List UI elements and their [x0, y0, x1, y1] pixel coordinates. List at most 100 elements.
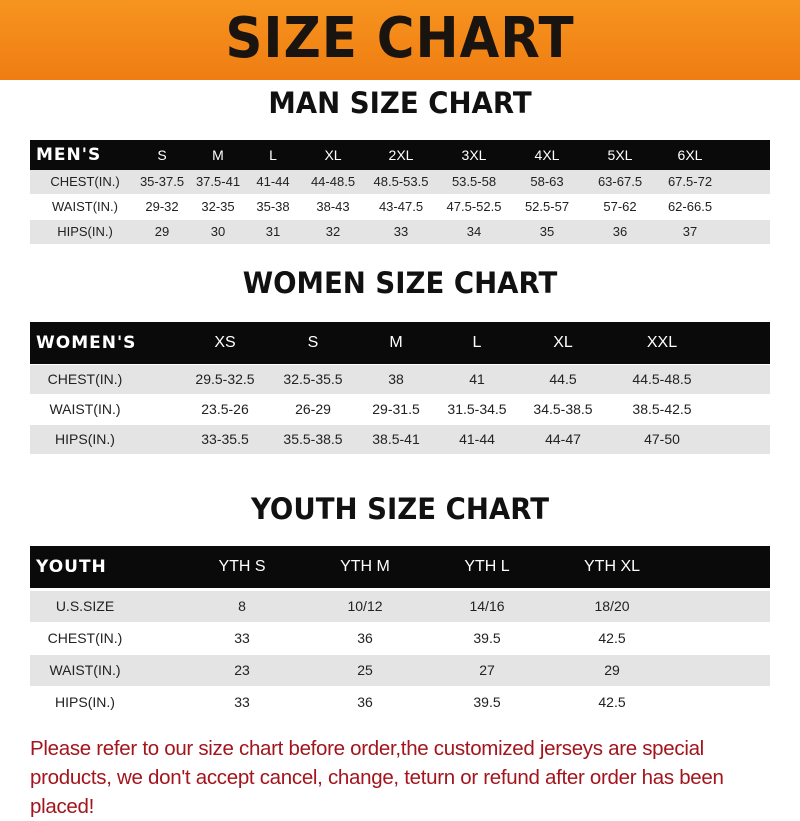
size-column-header: YTH L — [464, 558, 510, 575]
size-column-header: XL — [324, 147, 342, 163]
table-cell: 31.5-34.5 — [447, 401, 507, 417]
table-cell: 44-48.5 — [310, 174, 356, 189]
table-cell: 38 — [388, 371, 404, 387]
table-cell: 26-29 — [295, 401, 331, 417]
size-column-header: M — [389, 334, 403, 351]
table-cell: 37 — [682, 224, 698, 239]
table-cell: 29 — [604, 662, 620, 678]
table-row: HIPS(IN.) 29 30 31 32 33 34 35 36 37 — [30, 220, 770, 244]
row-label: HIPS(IN.) — [55, 431, 115, 447]
table-cell: 32 — [325, 224, 341, 239]
table-label: MEN'S — [36, 145, 102, 165]
table-cell: 10/12 — [347, 598, 383, 614]
table-cell: 48.5-53.5 — [373, 174, 429, 189]
table-row: WAIST(IN.) 23.5-26 26-29 29-31.5 31.5-34.5 34… — [30, 395, 770, 424]
table-row: WAIST(IN.) 29-32 32-35 35-38 38-43 43-47.5 47.… — [30, 195, 770, 219]
youth-title: YOUTH SIZE CHART — [250, 492, 550, 526]
size-column-header: YTH XL — [583, 558, 641, 575]
table-cell: 58-63 — [530, 174, 564, 189]
page-title: SIZE CHART — [225, 6, 575, 71]
table-label: YOUTH — [36, 557, 107, 577]
size-column-header: 2XL — [388, 147, 414, 163]
table-cell: 35 — [539, 224, 555, 239]
table-cell: 42.5 — [598, 694, 626, 710]
table-label: WOMEN'S — [36, 333, 137, 353]
table-cell: 47.5-52.5 — [446, 199, 502, 214]
table-cell: 25 — [357, 662, 373, 678]
size-column-header: YTH M — [340, 558, 390, 575]
table-cell: 57-62 — [603, 199, 637, 214]
table-cell: 34.5-38.5 — [533, 401, 593, 417]
table-cell: 41-44 — [459, 431, 495, 447]
row-label: HIPS(IN.) — [57, 224, 113, 239]
table-header-row: YOUTH YTH S YTH M YTH L YTH XL — [30, 546, 770, 588]
table-row: WAIST(IN.) 23 25 27 29 — [30, 655, 770, 686]
table-cell: 29-31.5 — [372, 401, 420, 417]
table-cell: 62-66.5 — [667, 199, 713, 214]
table-header-row: WOMEN'S XS S M L XL XXL — [30, 322, 770, 364]
row-label: HIPS(IN.) — [55, 694, 115, 710]
table-cell: 35.5-38.5 — [283, 431, 343, 447]
table-cell: 32-35 — [201, 199, 235, 214]
table-cell: 36 — [357, 694, 373, 710]
size-column-header: XL — [553, 334, 573, 351]
table-cell: 53.5-58 — [451, 174, 497, 189]
row-label: CHEST(IN.) — [47, 630, 123, 646]
table-cell: 35-38 — [256, 199, 290, 214]
table-cell: 33 — [393, 224, 409, 239]
table-cell: 37.5-41 — [195, 174, 241, 189]
size-column-header: M — [212, 147, 224, 163]
table-cell: 29 — [154, 224, 170, 239]
table-cell: 8 — [238, 598, 246, 614]
table-cell: 39.5 — [473, 630, 501, 646]
row-label: WAIST(IN.) — [49, 401, 121, 417]
women-title: WOMEN SIZE CHART — [242, 266, 558, 300]
table-cell: 23 — [234, 662, 250, 678]
table-row: CHEST(IN.) 35-37.5 37.5-41 41-44 44-48.5 48.5… — [30, 170, 770, 194]
table-row: CHEST(IN.) 33 36 39.5 42.5 — [30, 623, 770, 654]
size-column-header: XS — [214, 334, 236, 351]
table-cell: 44.5-48.5 — [632, 371, 692, 387]
size-column-header: 6XL — [677, 147, 703, 163]
table-cell: 32.5-35.5 — [283, 371, 343, 387]
size-column-header: S — [307, 334, 319, 351]
size-column-header: 3XL — [461, 147, 487, 163]
table-cell: 44-47 — [545, 431, 581, 447]
table-cell: 38.5-41 — [372, 431, 420, 447]
size-column-header: 5XL — [607, 147, 633, 163]
size-column-header: S — [157, 147, 167, 163]
table-cell: 36 — [612, 224, 628, 239]
table-row: HIPS(IN.) 33 36 39.5 42.5 — [30, 687, 770, 718]
row-label: WAIST(IN.) — [52, 199, 118, 214]
order-notice: Please refer to our size chart before or… — [30, 737, 724, 818]
table-cell: 29.5-32.5 — [195, 371, 255, 387]
table-cell: 39.5 — [473, 694, 501, 710]
table-cell: 44.5 — [549, 371, 577, 387]
table-cell: 41 — [469, 371, 485, 387]
table-cell: 33 — [234, 630, 250, 646]
table-cell: 27 — [479, 662, 495, 678]
row-label: CHEST(IN.) — [47, 371, 123, 387]
size-column-header: L — [269, 147, 277, 163]
men-title: MAN SIZE CHART — [268, 86, 532, 120]
table-cell: 35-37.5 — [139, 174, 185, 189]
table-cell: 34 — [466, 224, 482, 239]
row-label: CHEST(IN.) — [50, 174, 120, 189]
table-cell: 33-35.5 — [201, 431, 249, 447]
table-cell: 30 — [210, 224, 226, 239]
table-cell: 67.5-72 — [667, 174, 713, 189]
table-header-row: MEN'S S M L XL 2XL 3XL 4XL 5XL 6XL — [30, 140, 770, 170]
size-column-header: YTH S — [218, 558, 266, 575]
table-cell: 42.5 — [598, 630, 626, 646]
row-label: U.S.SIZE — [55, 598, 115, 614]
table-cell: 63-67.5 — [597, 174, 643, 189]
size-column-header: L — [472, 334, 482, 351]
table-cell: 36 — [357, 630, 373, 646]
table-cell: 31 — [265, 224, 281, 239]
banner: SIZE CHART — [0, 0, 800, 80]
table-cell: 38.5-42.5 — [632, 401, 692, 417]
table-row: U.S.SIZE 8 10/12 14/16 18/20 — [30, 591, 770, 622]
table-row: HIPS(IN.) 33-35.5 35.5-38.5 38.5-41 41-44 44-… — [30, 425, 770, 454]
table-cell: 38-43 — [316, 199, 350, 214]
table-cell: 29-32 — [145, 199, 179, 214]
